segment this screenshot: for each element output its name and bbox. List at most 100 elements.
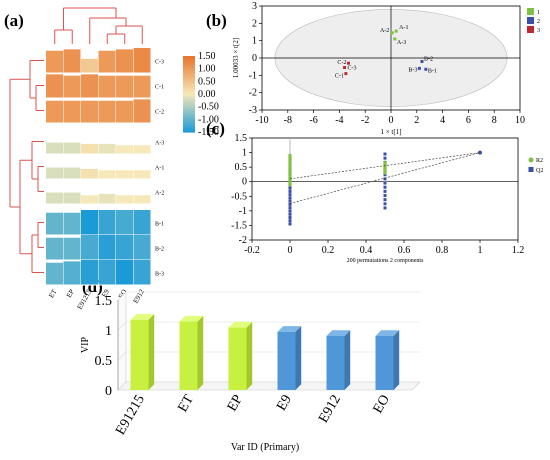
score-point-label: A-3 bbox=[397, 40, 406, 46]
q2-point bbox=[288, 212, 292, 216]
y-tick-label: -3 bbox=[249, 105, 257, 116]
heatmap-column-label: E91215 bbox=[76, 288, 94, 311]
colorbar-swatch bbox=[183, 107, 195, 110]
heatmap-column-label: EO bbox=[117, 288, 129, 300]
q2-point bbox=[383, 177, 387, 181]
vip-bar bbox=[326, 336, 345, 390]
y-tick-label: 0.5 bbox=[235, 162, 248, 173]
vip-bar-top bbox=[228, 321, 253, 328]
colorbar-swatch bbox=[183, 103, 195, 106]
colorbar-tick-label: 0.50 bbox=[198, 76, 216, 87]
q2-point bbox=[288, 222, 292, 226]
colorbar-tick-label: -1.50 bbox=[198, 127, 219, 138]
heatmap-cell bbox=[81, 210, 98, 235]
score-point bbox=[390, 31, 394, 35]
colorbar-swatch bbox=[183, 118, 195, 122]
q2-point bbox=[288, 215, 292, 219]
q2-point bbox=[383, 189, 387, 193]
x-tick-label: 0.4 bbox=[360, 245, 373, 256]
colorbar-tick-label: 1.00 bbox=[198, 64, 216, 75]
x-tick-label: 1.2 bbox=[512, 245, 525, 256]
vip-bar-side bbox=[393, 330, 400, 390]
gridline-depth bbox=[117, 321, 127, 331]
heatmap-row-label: B-2 bbox=[155, 247, 164, 253]
q2-point bbox=[383, 194, 387, 198]
colorbar-swatch bbox=[183, 88, 195, 91]
x-tick-label: E91215 bbox=[113, 393, 148, 438]
heatmap-cell bbox=[133, 75, 151, 98]
gridline-depth bbox=[117, 381, 127, 391]
legend-swatch bbox=[528, 167, 534, 172]
vip-bar-side bbox=[197, 315, 204, 390]
x-tick-label: E9 bbox=[274, 393, 295, 414]
heatmap-cell bbox=[133, 210, 151, 235]
heatmap-cell bbox=[46, 142, 63, 154]
panel-label-c: (c) bbox=[206, 119, 225, 138]
x-tick-label: -10 bbox=[255, 115, 268, 126]
colorbar-swatch bbox=[183, 86, 195, 89]
q2-point bbox=[383, 156, 387, 160]
colorbar-swatch bbox=[183, 94, 195, 97]
heatmap-row-label: C-1 bbox=[155, 85, 164, 91]
y-tick-label: 1 bbox=[252, 36, 257, 47]
legend-label: R2 bbox=[536, 158, 543, 164]
heatmap-cell bbox=[81, 100, 98, 123]
colorbar-tick-label: -0.50 bbox=[198, 102, 219, 113]
vip-bar bbox=[130, 319, 149, 390]
colorbar-swatch bbox=[183, 80, 195, 84]
x-tick-label: 10 bbox=[515, 115, 525, 126]
x-tick-label: 0.2 bbox=[322, 245, 335, 256]
y-tick-label: 1.5 bbox=[235, 133, 248, 144]
q2-point bbox=[288, 219, 292, 223]
heatmap-cell bbox=[46, 100, 63, 123]
heatmap-row-label: C-3 bbox=[155, 60, 164, 66]
gridline-depth bbox=[117, 291, 127, 301]
colorbar-swatch bbox=[183, 95, 195, 99]
panel-label-a: (a) bbox=[4, 11, 24, 30]
heatmap-row-label: A-1 bbox=[155, 166, 164, 172]
colorbar-swatch bbox=[183, 65, 195, 68]
legend-swatch bbox=[527, 26, 534, 33]
colorbar-swatch bbox=[183, 116, 195, 120]
heatmap-column-label: E912 bbox=[132, 288, 147, 305]
y-tick-label: 0 bbox=[105, 384, 112, 399]
q2-point bbox=[288, 189, 292, 193]
heatmap-cell bbox=[46, 50, 63, 73]
colorbar-swatch bbox=[183, 113, 195, 116]
colorbar-swatch bbox=[183, 130, 195, 133]
heatmap-cell bbox=[133, 145, 151, 154]
colorbar-swatch bbox=[183, 63, 195, 67]
x-axis-label: 200 permutations 2 components bbox=[347, 258, 424, 264]
vip-bar-top bbox=[130, 314, 155, 320]
y-tick-label: 1.5 bbox=[95, 294, 113, 309]
heatmap-row-label: B-1 bbox=[155, 222, 164, 228]
score-point bbox=[417, 66, 421, 70]
heatmap-cell bbox=[133, 99, 151, 123]
q2-point bbox=[288, 193, 292, 197]
heatmap-cell bbox=[81, 235, 98, 260]
heatmap-cell bbox=[116, 235, 133, 260]
vip-bar bbox=[277, 331, 296, 390]
q2-point bbox=[383, 206, 387, 210]
heatmap-cell bbox=[98, 193, 116, 204]
score-point bbox=[343, 66, 347, 70]
q2-point bbox=[383, 202, 387, 206]
colorbar-swatch bbox=[183, 73, 195, 76]
heatmap-row-label: B-3 bbox=[155, 272, 164, 278]
score-point bbox=[424, 67, 428, 71]
legend-swatch bbox=[528, 157, 534, 163]
x-axis-label: 1 × t[1] bbox=[380, 128, 401, 136]
colorbar-swatch bbox=[183, 57, 195, 61]
score-point bbox=[393, 37, 397, 41]
q2-point bbox=[288, 209, 292, 213]
heatmap-cell bbox=[98, 75, 116, 98]
permutation-panel: -0.2 0 0.2 0.4 0.6 0.8 1 1.2 1.5 1 0.5 0 -0.5 -1 -1.5 -… bbox=[231, 133, 543, 264]
vip-bar bbox=[179, 321, 198, 390]
heatmap-cell bbox=[63, 75, 81, 98]
colorbar-swatch bbox=[183, 71, 195, 74]
score-point-label: B-2 bbox=[424, 56, 433, 62]
q2-point bbox=[288, 202, 292, 206]
heatmap-cell bbox=[63, 261, 81, 285]
